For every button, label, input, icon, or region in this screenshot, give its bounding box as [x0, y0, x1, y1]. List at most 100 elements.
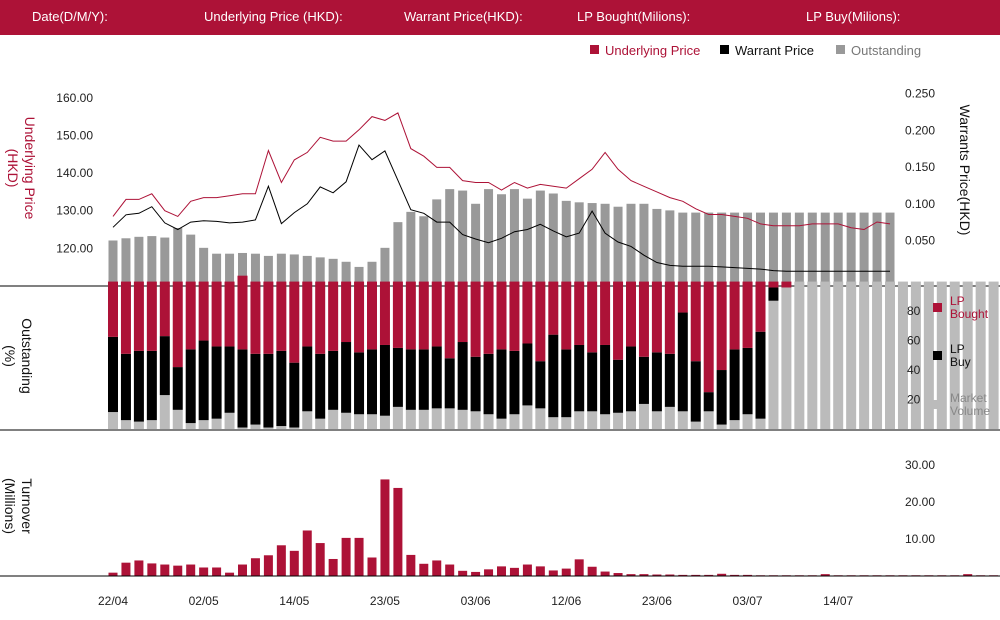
outstanding-bar [535, 190, 545, 286]
lp-bought-bar [276, 281, 287, 351]
market-volume-bar [833, 281, 844, 429]
market-volume-bar [975, 281, 986, 429]
lp-bought-bar [379, 281, 390, 345]
turnover-bar [238, 564, 247, 576]
outstanding-bar [199, 247, 209, 286]
lp-bought-bar [172, 281, 183, 368]
x-axis-date-label: 02/05 [189, 594, 219, 608]
outstanding-bar [393, 222, 403, 286]
market-volume-bar [613, 412, 624, 429]
outstanding-bar [665, 210, 675, 286]
outstanding-bar [522, 198, 532, 286]
market-volume-bar [289, 427, 300, 429]
turnover-bar [548, 570, 558, 576]
market-volume-bar [263, 427, 274, 429]
market-volume-bar [768, 300, 779, 429]
market-volume-bar [392, 406, 403, 429]
lp-bought-bar [289, 281, 300, 363]
lp-bought-bar [250, 281, 261, 354]
outstanding-bar [794, 212, 804, 286]
lp-buy-bar [444, 358, 455, 409]
lp-buy-bar [664, 353, 675, 407]
legend-swatch [720, 45, 729, 54]
header-date-label: Date(D/M/Y): [32, 9, 108, 24]
turnover-bar [173, 565, 183, 576]
left-axis-tick-label: 120.00 [56, 241, 93, 255]
lp-buy-bar [276, 350, 287, 427]
market-volume-bar [354, 414, 365, 429]
outstanding-bar [160, 237, 170, 286]
left-axis-tick-label: 160.00 [56, 91, 93, 105]
turnover-bar [574, 559, 584, 576]
market-volume-bar [910, 281, 921, 429]
lp-buy-bar [742, 347, 753, 415]
market-volume-bar [444, 408, 455, 429]
market-volume-bar [690, 421, 701, 429]
turnover-bar [509, 567, 519, 576]
lp-bought-bar [263, 281, 274, 354]
outstanding-bar [872, 212, 882, 286]
lp-bought-bar [302, 281, 313, 347]
lp-bought-bar [444, 281, 455, 359]
lp-bought-bar [328, 281, 339, 351]
turnover-bar [963, 574, 973, 576]
lp-bought-bar [548, 281, 559, 335]
outstanding-bar [639, 203, 649, 286]
market-volume-bar [108, 412, 118, 429]
market-volume-bar [470, 411, 481, 429]
turnover-bar [380, 479, 390, 576]
left-axis-tick-label: 130.00 [56, 204, 93, 218]
lp-bought-bar [768, 281, 779, 288]
outstanding-bar [600, 203, 610, 286]
lp-buy-bar [405, 349, 416, 410]
market-volume-bar [988, 281, 999, 429]
lp-bought-bar [535, 281, 546, 362]
lp-buy-bar [457, 342, 468, 410]
lp-bought-bar [716, 281, 727, 371]
market-volume-bar [405, 409, 416, 429]
header-warrant-price-label: Warrant Price(HKD): [404, 9, 523, 24]
outstanding-bar [458, 190, 468, 286]
outstanding-axis-tick-label: 80 [907, 304, 921, 318]
turnover-bar [328, 558, 338, 576]
lp-bought-bar [146, 281, 157, 351]
turnover-bar [393, 487, 403, 576]
market-volume-bar [535, 408, 546, 429]
x-axis-date-label: 22/04 [98, 594, 128, 608]
header-lp-bought-label: LP Bought(Milions): [577, 9, 691, 24]
turnover-bar [225, 572, 235, 576]
outstanding-bar [691, 212, 701, 286]
outstanding-axis-tick-label: 60 [907, 334, 921, 348]
market-volume-bar [962, 281, 973, 429]
market-volume-bar [859, 281, 870, 429]
turnover-bar [497, 566, 506, 576]
lp-buy-bar [263, 353, 274, 428]
market-volume-bar [146, 420, 157, 429]
lp-bought-bar [651, 281, 662, 353]
lp-buy-bar [626, 346, 636, 412]
outstanding-bar [380, 247, 390, 286]
market-volume-bar [496, 418, 507, 429]
outstanding-bar [781, 212, 791, 286]
lp-buy-bar [561, 349, 572, 418]
lp-buy-bar [729, 349, 740, 421]
x-axis-date-label: 03/07 [733, 594, 763, 608]
legend-label: Volume [950, 404, 990, 418]
market-volume-bar [418, 409, 429, 429]
market-volume-bar [211, 418, 222, 429]
market-volume-bar [846, 281, 857, 429]
lp-bought-bar [703, 281, 714, 393]
lp-buy-bar [651, 352, 662, 412]
outstanding-bar [419, 216, 429, 286]
market-volume-bar [755, 418, 766, 429]
market-volume-bar [820, 281, 831, 429]
market-volume-bar [509, 414, 520, 429]
legend-label: Underlying Price [605, 43, 700, 58]
outstanding-axis-tick-label: 40 [907, 363, 921, 377]
right-axis-tick-label: 0.250 [905, 87, 935, 101]
legend-label: LP [950, 342, 965, 356]
outstanding-bar [186, 234, 196, 286]
lp-buy-bar [522, 343, 533, 406]
market-volume-bar [120, 420, 131, 429]
lp-buy-bar [237, 349, 248, 428]
